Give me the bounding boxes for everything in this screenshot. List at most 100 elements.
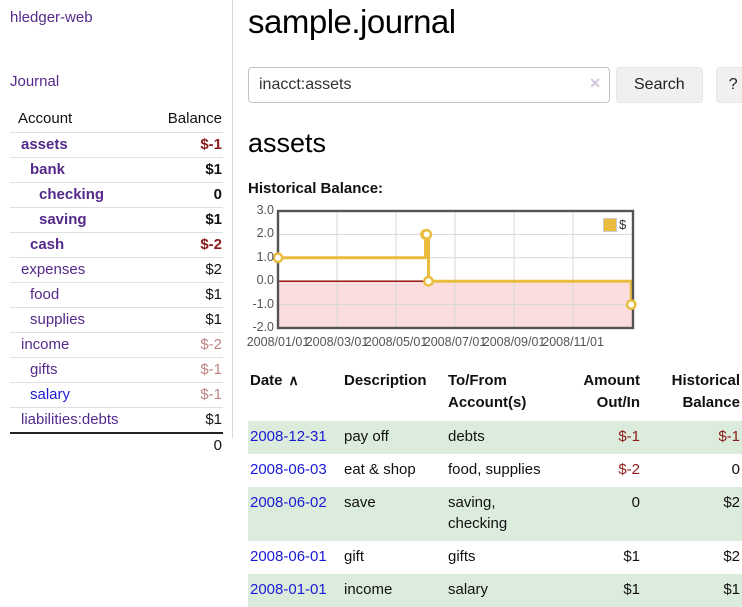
account-link-supplies[interactable]: supplies xyxy=(30,311,86,328)
transaction-row: 2008-06-03 eat & shop food, supplies $-2 0 xyxy=(248,454,742,487)
y-tick-label: 0.0 xyxy=(256,273,274,288)
x-tick-label: 2008/11/01 xyxy=(542,335,604,349)
transaction-balance: $2 xyxy=(723,493,740,511)
y-tick-label: -2.0 xyxy=(252,320,274,334)
account-balance: $-1 xyxy=(144,132,223,158)
account-balance: $-1 xyxy=(144,357,223,383)
transaction-date-link[interactable]: 2008-01-01 xyxy=(250,580,327,598)
transaction-row: 2008-12-31 pay off debts $-1 $-1 xyxy=(248,420,742,454)
account-balance: $-2 xyxy=(144,332,223,358)
x-tick-label: 2008/01/01 xyxy=(246,335,310,349)
transaction-description: eat & shop xyxy=(344,460,416,478)
account-balance: $2 xyxy=(144,257,223,283)
account-heading: assets xyxy=(248,128,327,158)
transaction-balance: $2 xyxy=(723,547,740,565)
account-link-expenses[interactable]: expenses xyxy=(21,261,86,278)
transaction-accounts: debts xyxy=(448,427,485,445)
y-tick-label: -1.0 xyxy=(252,296,274,311)
transaction-amount: $1 xyxy=(623,547,640,565)
transaction-balance: 0 xyxy=(731,460,740,478)
transaction-date-link[interactable]: 2008-06-01 xyxy=(250,547,327,565)
search-input[interactable] xyxy=(248,67,610,103)
sidebar-item-journal[interactable]: Journal xyxy=(10,73,60,90)
app-title-link[interactable]: hledger-web xyxy=(10,9,93,26)
transaction-row: 2008-06-02 save saving, checking 0 $2 xyxy=(248,486,742,541)
transaction-date-link[interactable]: 2008-06-03 xyxy=(250,460,327,478)
transaction-amount: $-2 xyxy=(618,460,640,478)
transaction-description: pay off xyxy=(344,427,389,445)
chart-title: Historical Balance: xyxy=(248,180,384,197)
balance-chart-svg xyxy=(272,209,637,330)
x-tick-label: 2008/07/01 xyxy=(423,335,487,349)
transaction-description: income xyxy=(344,580,393,598)
transaction-amount: 0 xyxy=(631,493,640,511)
account-link-bank[interactable]: bank xyxy=(30,161,66,178)
register-header-description: Description xyxy=(344,372,427,389)
register-header-amount: Amount Out/In xyxy=(583,372,640,411)
transaction-accounts: salary xyxy=(448,580,489,598)
account-link-saving[interactable]: saving xyxy=(39,211,87,228)
account-balance: $-1 xyxy=(144,382,223,408)
search-button[interactable]: Search xyxy=(616,67,703,103)
accounts-total-balance: 0 xyxy=(144,432,223,454)
account-balance: 0 xyxy=(144,182,223,208)
transaction-accounts: saving, checking xyxy=(448,493,508,532)
account-balance: $1 xyxy=(144,307,223,333)
account-row: expenses $2 xyxy=(10,257,223,283)
transaction-description: save xyxy=(344,493,376,511)
register-header-date[interactable]: Date ∧ xyxy=(250,372,299,389)
account-row: liabilities:debts $1 xyxy=(10,407,223,433)
transaction-date-link[interactable]: 2008-12-31 xyxy=(250,427,327,445)
accounts-header-account: Account xyxy=(18,110,73,127)
account-balance: $-2 xyxy=(144,232,223,258)
account-row: bank $1 xyxy=(10,157,223,183)
account-link-checking[interactable]: checking xyxy=(39,186,105,203)
register-header-tofrom: To/From Account(s) xyxy=(448,372,527,411)
y-tick-label: 3.0 xyxy=(256,203,274,217)
transaction-accounts: food, supplies xyxy=(448,460,541,478)
search-form: ✕ Search ? xyxy=(248,67,742,103)
account-row: assets $-1 xyxy=(10,132,223,158)
transaction-description: gift xyxy=(344,547,365,565)
account-link-liabilities-debts[interactable]: liabilities:debts xyxy=(21,411,119,428)
transaction-row: 2008-06-01 gift gifts $1 $2 xyxy=(248,541,742,574)
sidebar-nav: Journal xyxy=(10,73,232,91)
account-row: saving $1 xyxy=(10,207,223,233)
transaction-row: 2008-01-01 income salary $1 $1 xyxy=(248,573,742,607)
account-link-cash[interactable]: cash xyxy=(30,236,65,253)
transaction-balance: $1 xyxy=(723,580,740,598)
register-table: Date ∧ Description To/From Account(s) Amou… xyxy=(248,368,742,607)
account-row: supplies $1 xyxy=(10,307,223,333)
account-link-salary[interactable]: salary xyxy=(30,386,71,403)
account-row: income $-2 xyxy=(10,332,223,358)
transaction-date-link[interactable]: 2008-06-02 xyxy=(250,493,327,511)
account-link-gifts[interactable]: gifts xyxy=(30,361,58,378)
accounts-header-balance: Balance xyxy=(167,110,222,127)
transaction-balance: $-1 xyxy=(718,427,740,445)
page-title: sample.journal xyxy=(248,3,456,40)
x-tick-label: 2008/05/01 xyxy=(364,335,428,349)
account-row: salary $-1 xyxy=(10,382,223,408)
account-balance: $1 xyxy=(144,207,223,233)
chart-legend: $ xyxy=(601,216,629,233)
account-link-food[interactable]: food xyxy=(30,286,60,303)
sidebar: hledger-web Journal Account Balance asse… xyxy=(0,0,233,454)
accounts-header-row: Account Balance xyxy=(10,108,223,133)
y-tick-label: 2.0 xyxy=(256,226,274,241)
clear-search-icon[interactable]: ✕ xyxy=(589,75,601,91)
account-balance: $1 xyxy=(144,157,223,183)
main-content: sample.journal ✕ Search ? assets Histori… xyxy=(233,0,742,607)
legend-label: $ xyxy=(619,217,627,232)
x-tick-label: 2008/03/01 xyxy=(305,335,369,349)
sort-ascending-icon: ∧ xyxy=(288,372,299,388)
x-tick-label: 2008/09/01 xyxy=(482,335,546,349)
register-header-row: Date ∧ Description To/From Account(s) Amou… xyxy=(248,368,742,421)
account-link-assets[interactable]: assets xyxy=(21,136,68,153)
account-row: cash $-2 xyxy=(10,232,223,258)
register-header-balance: Historical Balance xyxy=(671,372,740,411)
help-button[interactable]: ? xyxy=(715,67,742,103)
y-tick-label: 1.0 xyxy=(256,249,274,264)
account-link-income[interactable]: income xyxy=(21,336,70,353)
transaction-accounts: gifts xyxy=(448,547,476,565)
